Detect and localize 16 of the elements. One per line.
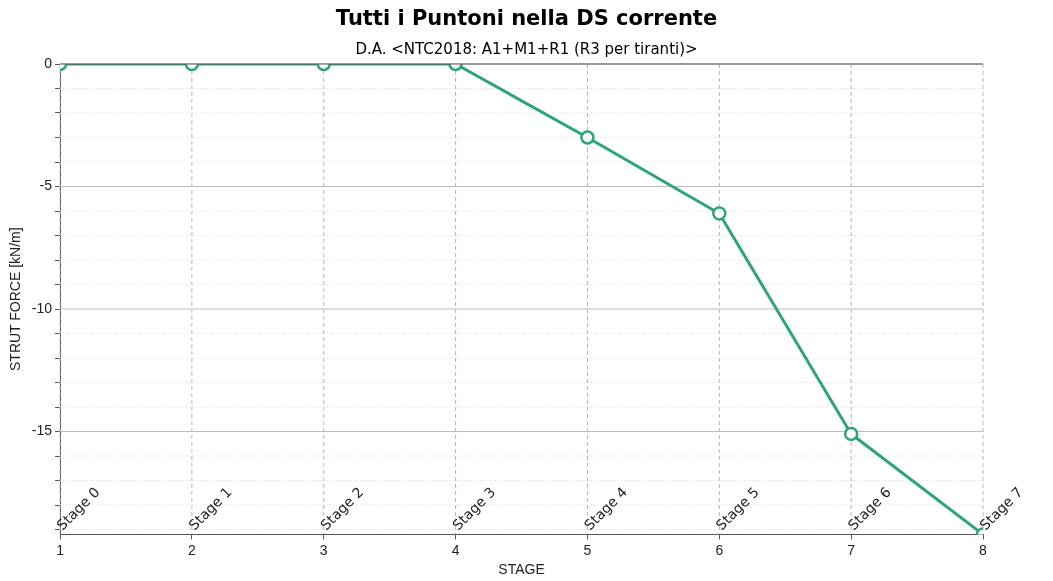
- x-tick-label: 6: [715, 541, 724, 558]
- x-tick-label: 3: [319, 541, 328, 558]
- y-tick-label: 0: [44, 54, 53, 71]
- x-tick-label: 7: [847, 541, 856, 558]
- chart-subtitle: D.A. <NTC2018: A1+M1+R1 (R3 per tiranti)>: [355, 40, 698, 58]
- chart-title: Tutti i Puntoni nella DS corrente: [334, 6, 719, 30]
- y-axis-title: STRUT FORCE [kN/m]: [7, 227, 24, 372]
- x-tick-label: 5: [583, 541, 592, 558]
- y-tick-label: -10: [31, 299, 53, 316]
- x-tick-label: 4: [451, 541, 460, 558]
- x-tick-label: 2: [187, 541, 196, 558]
- y-tick-label: -15: [31, 422, 53, 439]
- y-tick-label: -5: [39, 177, 53, 194]
- x-tick-label: 1: [56, 541, 65, 558]
- x-tick-label: 8: [979, 541, 988, 558]
- x-axis-title: STAGE: [498, 561, 545, 578]
